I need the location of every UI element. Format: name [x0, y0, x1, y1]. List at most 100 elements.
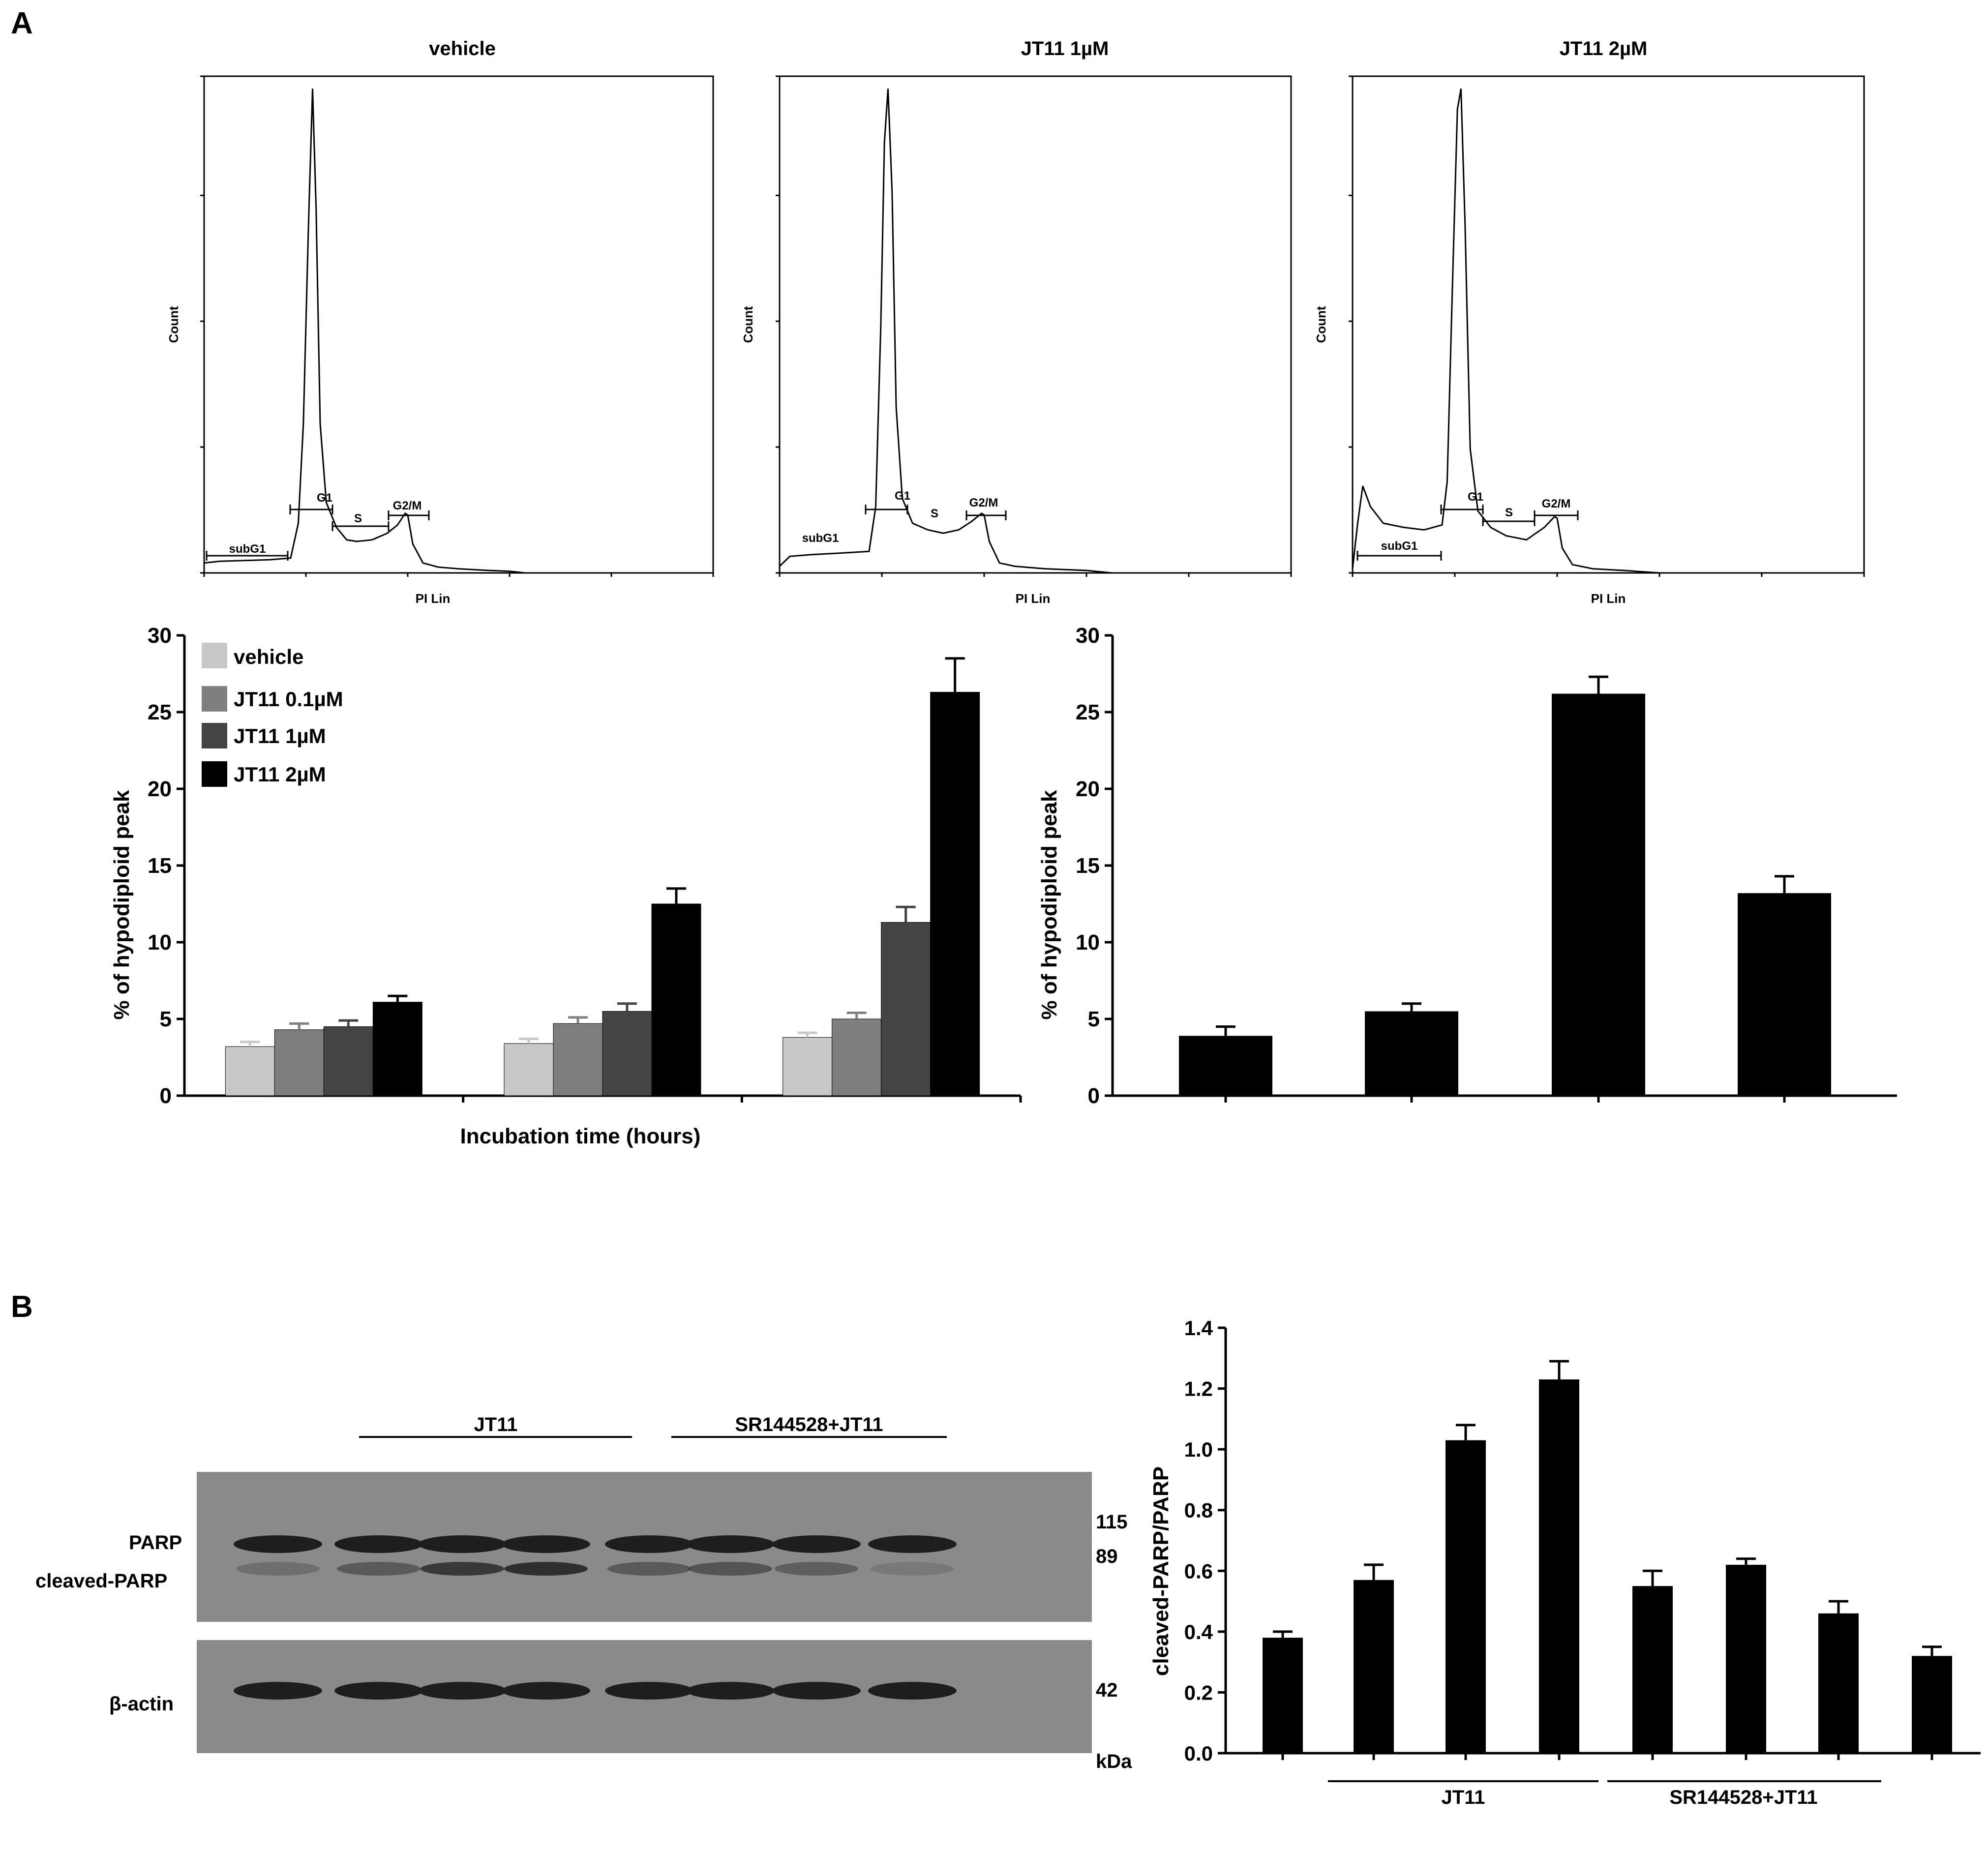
- band-parp: [502, 1535, 590, 1553]
- band-cleaved-parp: [871, 1562, 954, 1576]
- bar: [1446, 1440, 1486, 1753]
- legend-swatch-jt11-1um: [202, 723, 227, 748]
- gate-s-label: S: [931, 507, 938, 520]
- bar: [1632, 1586, 1673, 1753]
- band-beta-actin: [502, 1682, 590, 1700]
- y-axis-label: % of hypodiploid peak: [1037, 790, 1061, 1019]
- gate-g2m: G2/M: [965, 496, 1007, 520]
- group-bracket-jt11: JT11: [359, 1414, 632, 1438]
- mw-marker-42: 42: [1096, 1679, 1118, 1701]
- histogram-trace: [204, 89, 525, 574]
- x-axis-label: Incubation time (hours): [460, 1124, 701, 1148]
- gate-s: S: [931, 507, 938, 520]
- band-cleaved-parp: [236, 1562, 320, 1576]
- band-parp: [418, 1535, 507, 1553]
- band-cleaved-parp: [775, 1562, 858, 1576]
- band-beta-actin: [334, 1682, 423, 1700]
- group-bracket-jt11: JT11: [1328, 1780, 1598, 1808]
- band-cleaved-parp: [689, 1562, 772, 1576]
- y-tick-label: 20: [1076, 777, 1100, 801]
- band-parp: [334, 1535, 423, 1553]
- panel-label-b: B: [11, 1290, 33, 1324]
- bar: [1179, 1036, 1272, 1096]
- group-label-jt11: JT11: [474, 1414, 518, 1435]
- panel-label-a: A: [11, 6, 33, 40]
- group-label-sr144528-jt11: SR144528+JT11: [735, 1414, 883, 1435]
- mw-marker-89: 89: [1096, 1546, 1118, 1567]
- y-tick-label: 0: [1088, 1084, 1100, 1108]
- y-tick-label: 30: [148, 624, 172, 648]
- bar: [553, 1023, 603, 1096]
- bar: [1263, 1638, 1303, 1753]
- y-tick-label: 1.2: [1184, 1377, 1213, 1401]
- bar: [1354, 1580, 1394, 1753]
- row-label-cleaved-parp: cleaved-PARP: [35, 1570, 167, 1592]
- gate-subg1: subG1: [1356, 539, 1442, 561]
- bar: [602, 1011, 652, 1096]
- bar-chart-cleaved-parp: 0.0 0.2 0.4 0.6 0.8 1.0 1.2 1.4 cleaved-PARP/PA…: [1149, 1316, 1981, 1808]
- histogram-y-label: Count: [741, 306, 755, 343]
- band-beta-actin: [418, 1682, 507, 1700]
- band-cleaved-parp: [421, 1562, 504, 1576]
- gate-subg1-label: subG1: [802, 532, 839, 545]
- western-blot: JT11 SR144528+JT11 PARP cleaved-PARP β-a…: [35, 1414, 1132, 1772]
- y-axis-label: cleaved-PARP/PARP: [1149, 1466, 1173, 1676]
- gate-g2m-label: G2/M: [1542, 497, 1571, 510]
- y-tick-label: 0.4: [1184, 1620, 1213, 1644]
- bar: [1552, 693, 1645, 1096]
- gate-g1-label: G1: [1468, 490, 1483, 504]
- gate-g1: G1: [1440, 490, 1484, 514]
- y-tick-label: 0: [160, 1084, 172, 1108]
- histogram-jt11-1um: JT11 1µM Count PI Lin subG1 G1 S G2/M: [741, 38, 1292, 606]
- histogram-trace: [779, 89, 1113, 574]
- group-label-sr144528-jt11: SR144528+JT11: [1669, 1787, 1817, 1808]
- gate-g2m-label: G2/M: [393, 499, 422, 512]
- band-parp: [686, 1535, 775, 1553]
- bar: [323, 1026, 373, 1096]
- gate-g1: G1: [865, 489, 910, 514]
- mw-unit-kda: kDa: [1096, 1751, 1132, 1772]
- band-beta-actin: [772, 1682, 861, 1700]
- y-tick-label: 0.0: [1184, 1742, 1213, 1765]
- gate-g1-label: G1: [317, 491, 332, 505]
- bar: [1539, 1379, 1579, 1753]
- y-tick-label: 5: [160, 1007, 172, 1031]
- gate-subg1: subG1: [206, 542, 289, 561]
- gate-s: S: [331, 512, 390, 531]
- bar: [1726, 1564, 1766, 1753]
- bar: [881, 922, 931, 1096]
- band-beta-actin: [686, 1682, 775, 1700]
- gate-g2m-label: G2/M: [969, 496, 998, 509]
- gate-g2m: G2/M: [1534, 497, 1579, 520]
- bar: [651, 903, 701, 1096]
- band-cleaved-parp: [607, 1562, 691, 1576]
- gate-s-label: S: [1505, 506, 1513, 519]
- histogram-y-label: Count: [166, 306, 181, 343]
- group-label-jt11: JT11: [1442, 1787, 1485, 1808]
- y-tick-label: 5: [1088, 1007, 1100, 1031]
- gate-subg1-label: subG1: [1381, 539, 1418, 553]
- gate-g1: G1: [289, 491, 333, 514]
- bar-chart-antagonist: 0 5 10 15 20 25 30 % of hypodiploid peak: [1037, 624, 1897, 1108]
- histogram-title: JT11 2µM: [1560, 38, 1648, 60]
- band-cleaved-parp: [337, 1562, 421, 1576]
- gate-g2m: G2/M: [388, 499, 430, 520]
- row-label-parp: PARP: [129, 1532, 182, 1554]
- row-label-beta-actin: β-actin: [109, 1693, 174, 1715]
- band-beta-actin: [868, 1682, 957, 1700]
- band-parp: [605, 1535, 693, 1553]
- histogram-frame: [203, 75, 714, 574]
- legend-swatch-jt11-2um: [202, 761, 227, 787]
- legend-label-jt11-0-1um: JT11 0.1µM: [234, 687, 343, 711]
- y-tick-label: 25: [1076, 700, 1100, 724]
- bar: [225, 1046, 275, 1096]
- histogram-title: JT11 1µM: [1021, 38, 1109, 60]
- y-axis-label: % of hypodiploid peak: [110, 790, 134, 1019]
- y-tick-label: 0.8: [1184, 1499, 1213, 1522]
- histogram-vehicle: vehicle Count PI Lin subG1 G1 S G2/M: [166, 38, 714, 606]
- histogram-frame: [779, 75, 1292, 574]
- y-tick-label: 15: [1076, 854, 1100, 878]
- band-beta-actin: [234, 1682, 322, 1700]
- gate-s-label: S: [354, 512, 362, 525]
- band-cleaved-parp: [504, 1562, 588, 1576]
